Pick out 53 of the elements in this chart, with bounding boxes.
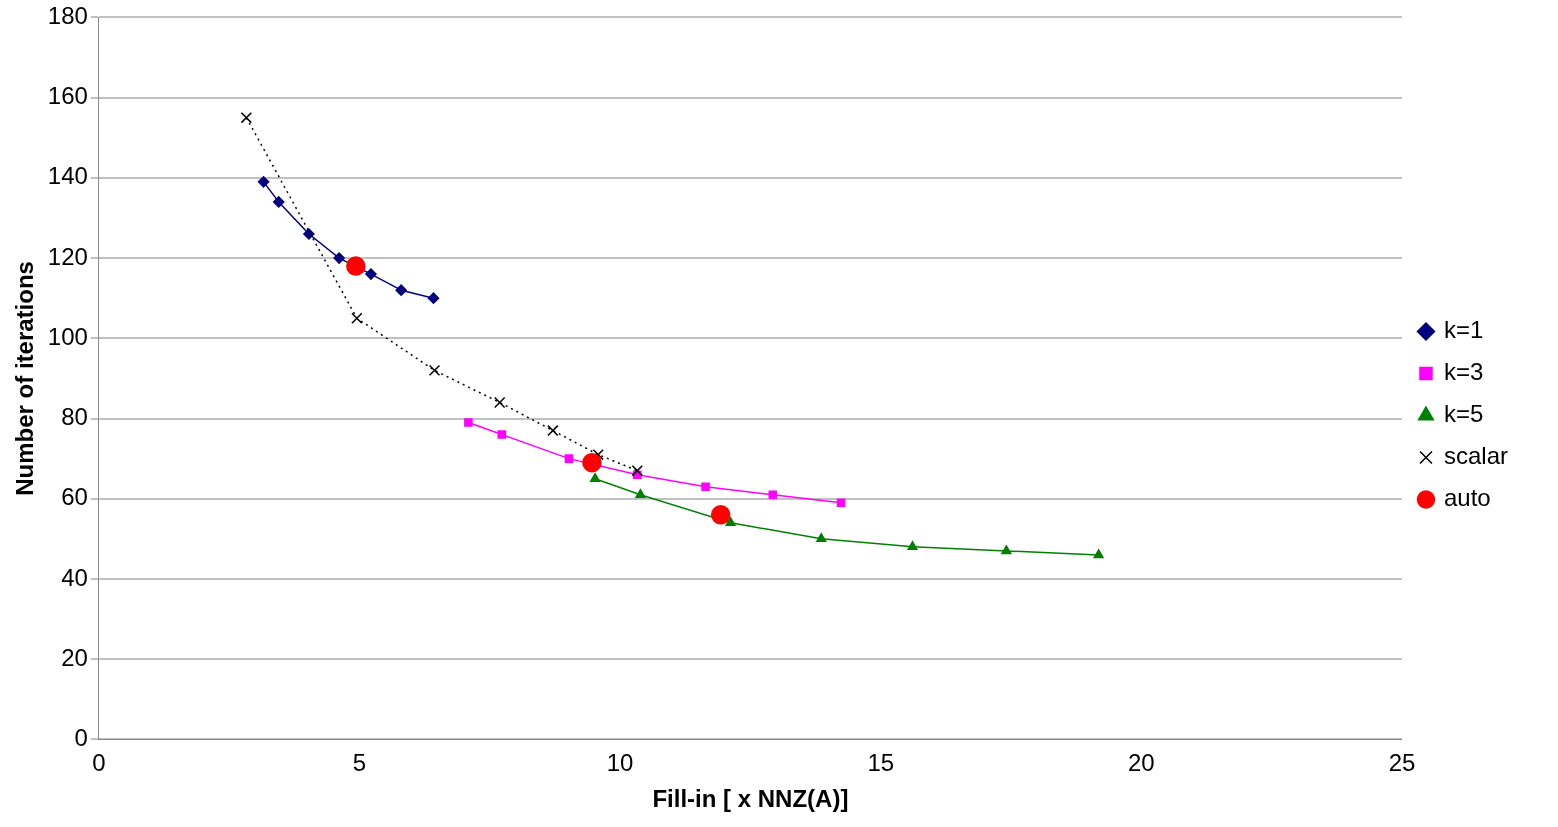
point (590, 472, 601, 482)
legend-label: k=3 (1443, 358, 1484, 386)
point (395, 284, 407, 296)
point (836, 498, 846, 508)
y-tick-label: 20 (61, 643, 88, 671)
point (582, 452, 602, 473)
point (240, 111, 253, 124)
point (257, 176, 270, 188)
point (631, 464, 643, 477)
y-tick-label: 80 (61, 403, 88, 431)
y-tick-label: 0 (74, 724, 88, 752)
point (710, 505, 731, 525)
point (564, 454, 574, 463)
point (725, 517, 736, 527)
x-tick-label: 20 (1128, 749, 1155, 777)
x-tick-label: 5 (352, 749, 367, 777)
y-axis-title: Number of iterations (11, 261, 39, 496)
point (547, 424, 559, 437)
y-tick-label: 60 (61, 483, 88, 511)
point (303, 228, 315, 240)
point (272, 196, 285, 208)
legend-label: scalar (1443, 442, 1509, 470)
point (592, 448, 604, 461)
point (701, 482, 710, 491)
y-tick-label: 160 (47, 82, 88, 110)
legend-label: auto (1443, 484, 1491, 512)
point (365, 268, 377, 280)
x-tick-label: 15 (867, 749, 895, 777)
y-tick-label: 140 (47, 162, 88, 190)
point (427, 292, 440, 304)
y-tick-label: 40 (61, 563, 88, 591)
point (464, 418, 473, 427)
point (351, 312, 363, 324)
point (333, 252, 345, 264)
legend-label: k=5 (1443, 400, 1484, 428)
point (497, 430, 507, 439)
point (428, 364, 441, 377)
point (493, 396, 506, 409)
point (635, 488, 646, 498)
x-tick-label: 10 (606, 749, 634, 777)
y-tick-label: 100 (47, 322, 88, 350)
point (1093, 549, 1104, 559)
point (907, 541, 918, 551)
point (816, 533, 827, 543)
x-tick-label: 25 (1388, 749, 1416, 777)
legend-label: k=1 (1443, 316, 1484, 344)
x-tick-label: 0 (92, 749, 106, 777)
y-tick-label: 180 (47, 2, 88, 30)
point (346, 256, 366, 276)
y-tick-label: 120 (47, 242, 88, 270)
point (1001, 545, 1012, 555)
x-axis-title: Fill-in [ x NNZ(A)] (652, 785, 849, 813)
point (768, 490, 778, 500)
